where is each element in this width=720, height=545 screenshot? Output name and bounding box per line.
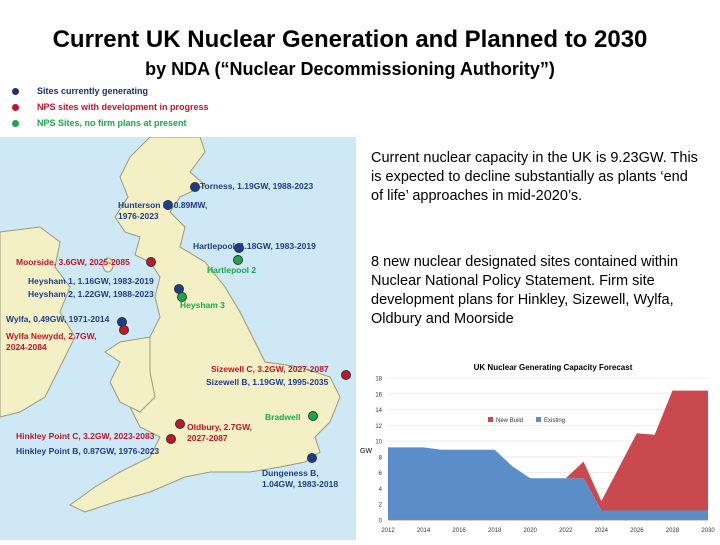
marker-oldbury[interactable]	[175, 419, 185, 429]
legend-entry: New Build	[496, 418, 523, 424]
x-tick-label: 2030	[701, 528, 715, 534]
legend-label: Sites currently generating	[37, 86, 149, 96]
chart-series	[388, 390, 708, 520]
x-tick-label: 2022	[559, 528, 573, 534]
capacity-paragraph: Current nuclear capacity in the UK is 9.…	[371, 150, 698, 204]
marker-hinkley-point[interactable]	[166, 434, 176, 444]
site-label-oldbury: Oldbury, 2.7GW, 2027-2087	[187, 422, 253, 443]
site-label-heysham-3: Heysham 3	[180, 300, 225, 310]
legend-swatch	[488, 417, 493, 422]
x-tick-label: 2026	[630, 528, 644, 534]
britain-landmass	[69, 137, 341, 513]
chart-svg: UK Nuclear Generating Capacity Forecast …	[360, 363, 715, 535]
y-tick-label: 8	[379, 455, 383, 461]
marker-hunterston[interactable]	[163, 200, 173, 210]
site-label-hinkley-point-c: Hinkley Point C, 3.2GW, 2023-2083	[16, 431, 155, 441]
page-title: Current UK Nuclear Generation and Planne…	[52, 26, 648, 53]
site-label-moorside: Moorside, 3.6GW, 2025-2085	[16, 257, 130, 267]
site-label-bradwell: Bradwell	[265, 412, 301, 422]
marker-heysham-3[interactable]	[177, 292, 187, 302]
marker-hartlepool[interactable]	[234, 243, 244, 253]
y-tick-label: 4	[379, 487, 383, 493]
site-label-dungeness: Dungeness B, 1.04GW, 1983-2018	[262, 468, 339, 489]
page-subtitle: by NDA (“Nuclear Decommissioning Authori…	[145, 59, 555, 79]
legend-label: NPS sites with development in progress	[37, 102, 209, 112]
x-tick-label: 2028	[666, 528, 680, 534]
site-label-sizewell-b: Sizewell B, 1.19GW, 1995-2035	[206, 377, 329, 387]
site-label-hunterston: Hunterson B, 0.89MW, 1976-2023	[118, 200, 208, 221]
legend-item-in-progress: NPS sites with development in progress	[12, 99, 209, 115]
x-tick-label: 2016	[452, 528, 466, 534]
marker-moorside[interactable]	[146, 257, 156, 267]
site-label-torness: Torness, 1.19GW, 1988-2023	[200, 181, 314, 191]
legend-item-generating: Sites currently generating	[12, 83, 209, 99]
uk-map-shape	[0, 137, 341, 513]
red-dot-icon	[12, 103, 19, 111]
site-label-heysham-1: Heysham 1, 1.16GW, 1983-2019	[28, 276, 154, 286]
site-label-hartlepool-2: Hartlepool 2	[207, 265, 257, 275]
legend-swatch	[536, 417, 541, 422]
navy-dot-icon	[12, 87, 19, 95]
chart-axes: 0 2 4 6 8 10 12 14 16 18 2012 2014 2016 2018 2020 2022 2…	[375, 377, 715, 535]
x-tick-label: 2012	[381, 528, 395, 534]
x-tick-label: 2014	[417, 528, 431, 534]
series-new-build-area	[388, 390, 708, 511]
capacity-forecast-chart: UK Nuclear Generating Capacity Forecast …	[358, 356, 718, 540]
site-label-sizewell-c: Sizewell C, 3.2GW, 2027-2087	[211, 364, 329, 374]
y-tick-label: 14	[375, 408, 382, 414]
marker-wylfa-newydd[interactable]	[119, 325, 129, 335]
chart-ylabel: GW	[360, 448, 372, 455]
y-tick-label: 10	[375, 440, 382, 446]
y-tick-label: 0	[379, 519, 383, 525]
site-label-wylfa: Wylfa, 0.49GW, 1971-2014	[6, 314, 110, 324]
series-existing-area	[388, 447, 708, 520]
legend-label: NPS Sites, no firm plans at present	[37, 118, 187, 128]
map-legend: Sites currently generating NPS sites wit…	[12, 83, 209, 131]
site-label-hinkley-point-b: Hinkley Point B, 0.87GW, 1976-2023	[16, 446, 160, 456]
marker-hartlepool-2[interactable]	[233, 255, 243, 265]
x-tick-label: 2024	[595, 528, 609, 534]
x-tick-label: 2018	[488, 528, 502, 534]
marker-torness[interactable]	[190, 182, 200, 192]
y-tick-label: 2	[379, 503, 383, 509]
nps-paragraph: 8 new nuclear designated sites contained…	[371, 254, 679, 327]
green-dot-icon	[12, 119, 19, 127]
marker-dungeness[interactable]	[307, 453, 317, 463]
ireland-landmass	[0, 226, 76, 418]
chart-legend: New Build Existing	[488, 417, 565, 424]
site-label-wylfa-newydd: Wylfa Newydd, 2.7GW, 2024-2084	[6, 331, 97, 352]
y-tick-label: 18	[375, 377, 382, 383]
isle-of-man	[102, 257, 114, 273]
site-label-hartlepool: Hartlepool, 1.18GW, 1983-2019	[193, 241, 316, 251]
wales-landmass	[104, 336, 156, 413]
marker-sizewell[interactable]	[341, 370, 351, 380]
x-tick-label: 2020	[524, 528, 538, 534]
site-label-heysham-2: Heysham 2, 1.22GW, 1988-2023	[28, 289, 154, 299]
y-tick-label: 16	[375, 392, 382, 398]
legend-entry: Existing	[544, 418, 565, 424]
chart-title: UK Nuclear Generating Capacity Forecast	[474, 363, 633, 372]
marker-bradwell[interactable]	[308, 411, 318, 421]
uk-map: Torness, 1.19GW, 1988-2023 Hunterson B, …	[0, 137, 356, 540]
y-tick-label: 6	[379, 471, 383, 477]
legend-item-no-plans: NPS Sites, no firm plans at present	[12, 115, 209, 131]
y-tick-label: 12	[375, 424, 382, 430]
